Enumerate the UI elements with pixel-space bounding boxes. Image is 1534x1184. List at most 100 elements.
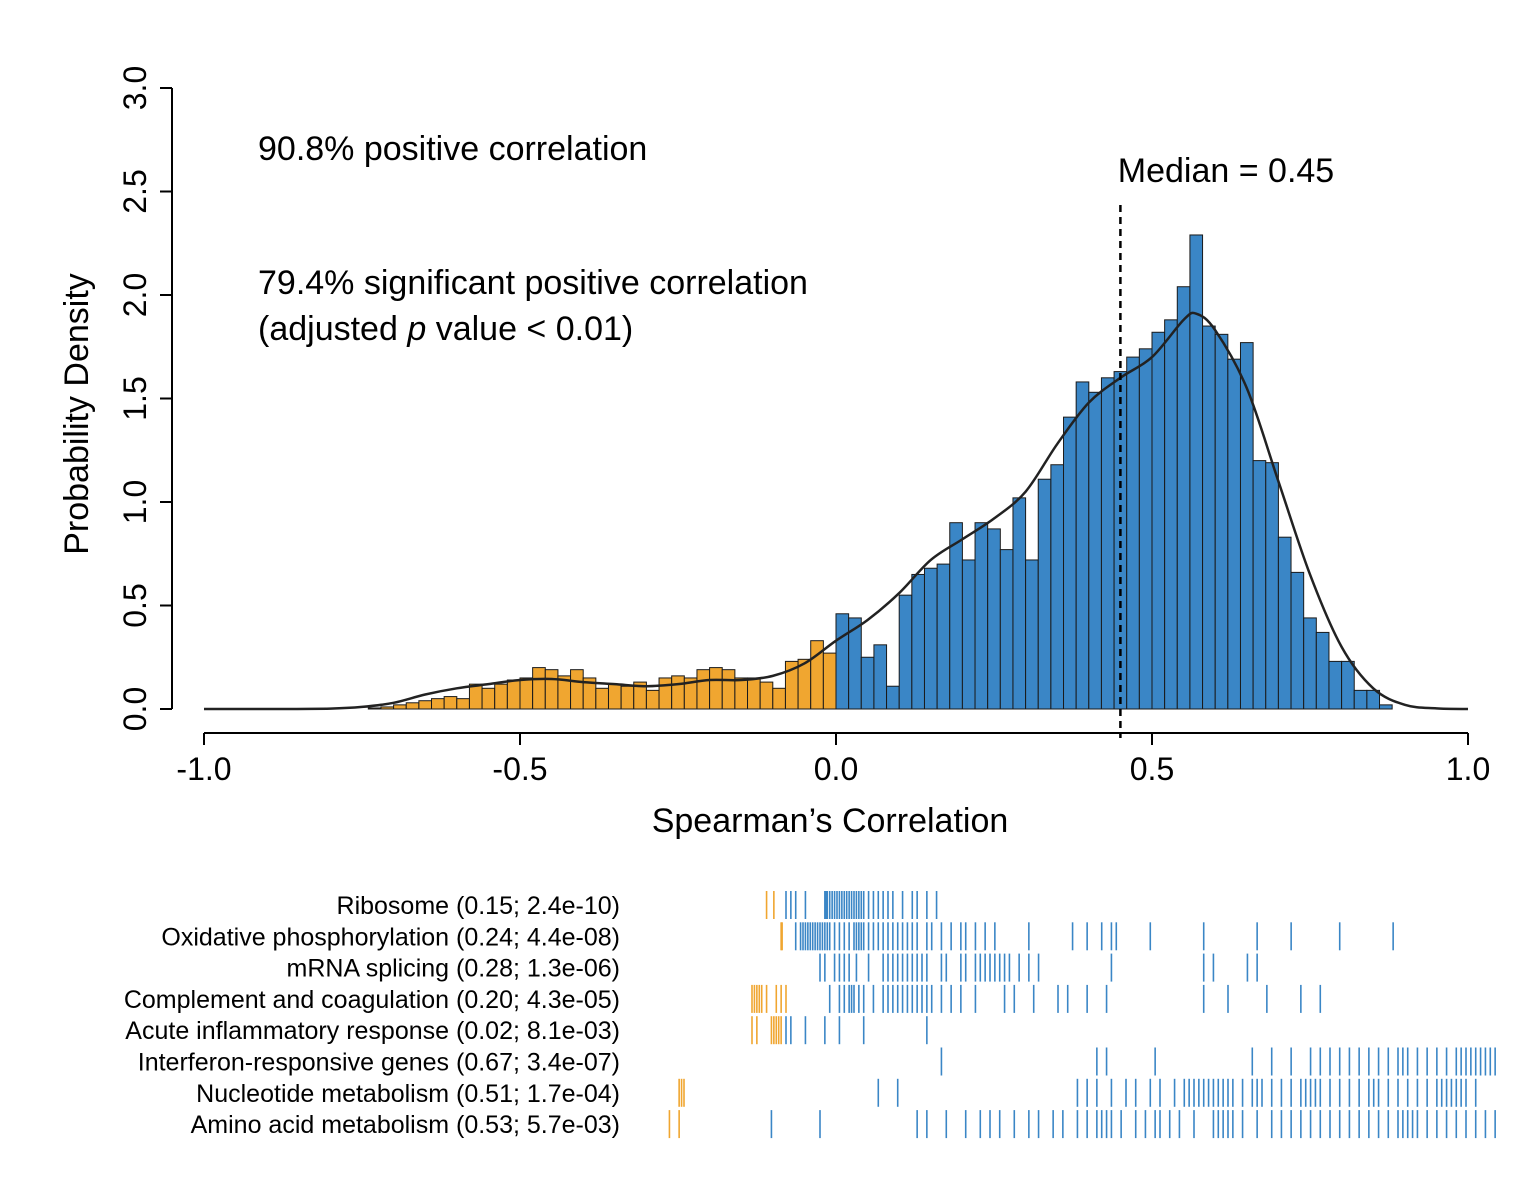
- histogram-bar: [1341, 660, 1355, 710]
- histogram-bar: [1265, 462, 1279, 710]
- histogram-bar: [949, 522, 963, 710]
- histogram-bar: [999, 549, 1014, 710]
- histogram-bar: [1176, 286, 1191, 710]
- rug-row-label: Complement and coagulation (0.20; 4.3e-0…: [124, 986, 620, 1014]
- histogram-bar: [1025, 559, 1039, 710]
- histogram-bar: [658, 677, 673, 710]
- histogram-bar: [886, 685, 900, 710]
- histogram-bar: [607, 683, 622, 710]
- histogram-bar: [468, 683, 483, 710]
- histogram-bar: [696, 669, 711, 710]
- histogram-bar: [961, 559, 976, 710]
- histogram-bar: [860, 656, 875, 710]
- x-tick-label: 0.0: [814, 751, 858, 787]
- histogram-bar: [974, 522, 989, 710]
- rug-row-label: Oxidative phosphorylation (0.24; 4.4e-08…: [161, 923, 620, 951]
- histogram-bar: [936, 563, 951, 710]
- rug-row-label: Amino acid metabolism (0.53; 5.7e-03): [191, 1111, 620, 1139]
- histogram-bar: [1353, 689, 1368, 710]
- histogram-bar: [923, 567, 938, 710]
- annotation-positive: 90.8% positive correlation: [258, 130, 647, 168]
- histogram-bar: [671, 675, 685, 710]
- histogram-bar: [1050, 464, 1065, 710]
- histogram-bar: [1379, 704, 1393, 710]
- histogram-bar: [1252, 460, 1267, 710]
- histogram-bar: [1328, 660, 1343, 710]
- histogram-bar: [418, 700, 433, 710]
- histogram-bar: [898, 594, 913, 710]
- rug-row-label: Interferon-responsive genes (0.67; 3.4e-…: [138, 1049, 620, 1077]
- y-tick-label: 1.0: [117, 480, 153, 524]
- histogram-bar: [1227, 358, 1241, 710]
- histogram-bar: [1303, 617, 1317, 710]
- histogram-bar: [734, 677, 749, 710]
- histogram-bar: [481, 687, 496, 710]
- histogram-bar: [431, 698, 445, 710]
- y-tick-label: 2.0: [117, 273, 153, 317]
- histogram-bar: [1126, 356, 1140, 710]
- x-axis: -1.0 -0.5 0.0 0.5 1.0: [176, 732, 1490, 787]
- histogram-bar: [759, 681, 774, 710]
- histogram-bar: [1290, 571, 1305, 710]
- histogram-bar: [1202, 325, 1216, 710]
- histogram-bar: [405, 702, 420, 710]
- histogram-bar: [747, 677, 761, 710]
- histogram-bar: [1075, 381, 1090, 710]
- histogram-bar: [772, 687, 786, 710]
- x-tick-label: -1.0: [176, 751, 231, 787]
- histogram-bar: [1037, 478, 1052, 710]
- histogram-bar: [506, 679, 521, 710]
- histogram-bar: [532, 667, 546, 710]
- x-tick-label: -0.5: [492, 751, 547, 787]
- rug-row-label: Acute inflammatory response (0.02; 8.1e-…: [125, 1017, 620, 1045]
- histogram-bar: [544, 669, 559, 710]
- histogram-bar: [1164, 319, 1178, 710]
- annotation-adjusted: (adjusted p value < 0.01): [258, 310, 633, 348]
- histogram-bar: [1088, 391, 1102, 710]
- histogram-bar: [380, 706, 395, 710]
- rug-panel: Ribosome (0.15; 2.4e-10) Oxidative phosph…: [124, 891, 1496, 1139]
- histogram-bar: [519, 677, 534, 710]
- histogram-bar: [911, 573, 925, 710]
- median-label: Median = 0.45: [1118, 152, 1334, 190]
- x-tick-label: 0.5: [1130, 751, 1174, 787]
- y-axis-title: Probability Density: [58, 273, 96, 555]
- histogram-bar: [1012, 497, 1027, 710]
- histogram-bar: [1100, 377, 1115, 710]
- histogram-bar: [570, 669, 584, 710]
- y-tick-label: 3.0: [117, 66, 153, 110]
- histogram-bar: [709, 667, 723, 710]
- y-tick-label: 1.5: [117, 376, 153, 420]
- annotation-significant: 79.4% significant positive correlation: [258, 264, 808, 302]
- histogram-bar: [1063, 416, 1077, 710]
- histogram-bar: [393, 704, 407, 710]
- histogram-bar: [1277, 536, 1292, 710]
- histogram-bars: [367, 234, 1393, 710]
- histogram-bar: [1214, 333, 1229, 710]
- histogram-bar: [1366, 689, 1381, 710]
- y-tick-label: 2.5: [117, 169, 153, 213]
- density-curve: [203, 311, 1469, 711]
- histogram-bar: [645, 689, 660, 710]
- histogram-bar: [494, 683, 508, 710]
- rug-row-label: Nucleotide metabolism (0.51; 1.7e-04): [196, 1080, 620, 1108]
- histogram-bar: [595, 687, 609, 710]
- histogram-bar: [822, 652, 837, 710]
- x-axis-title: Spearman’s Correlation: [652, 802, 1009, 840]
- histogram-bar: [987, 528, 1001, 710]
- y-tick-label: 0.5: [117, 583, 153, 627]
- histogram-bar: [721, 669, 736, 710]
- adjusted-prefix: (adjusted: [258, 310, 407, 348]
- histogram-bar: [835, 613, 850, 710]
- histogram-bar: [1138, 348, 1153, 710]
- rug-row-label: Ribosome (0.15; 2.4e-10): [337, 892, 620, 920]
- x-tick-label: 1.0: [1446, 751, 1490, 787]
- histogram-bar: [1315, 631, 1330, 710]
- histogram-bar: [873, 644, 888, 710]
- histogram-bar: [367, 707, 382, 710]
- y-tick-label: 0.0: [117, 687, 153, 731]
- adjusted-p: p: [406, 310, 426, 348]
- adjusted-suffix: value < 0.01): [426, 310, 633, 348]
- rug-row-label: mRNA splicing (0.28; 1.3e-06): [287, 955, 620, 983]
